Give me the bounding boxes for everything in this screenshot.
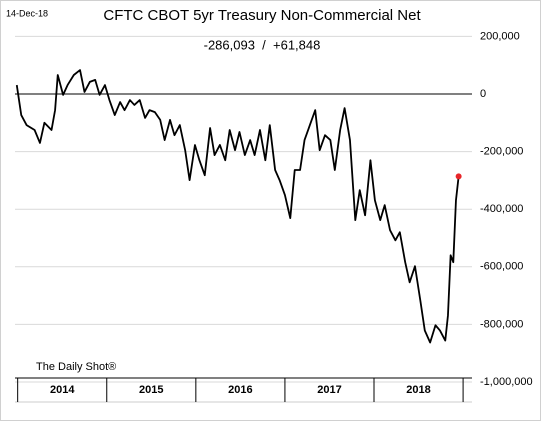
chart-subtitle: -286,093 / +61,848 [204,37,321,52]
series-line [15,69,460,344]
chart-title: CFTC CBOT 5yr Treasury Non-Commercial Ne… [103,7,421,24]
date-label: 14-Dec-18 [6,8,48,18]
last-point [455,173,462,180]
y-tick-label: -400,000 [480,203,523,215]
y-tick-label: -1,000,000 [480,376,533,388]
x-band-label: 2015 [139,384,163,396]
x-band-label: 2014 [50,384,75,396]
x-band-label: 2018 [406,384,430,396]
y-tick-label: 200,000 [480,30,520,42]
y-tick-label: 0 [480,88,486,100]
y-tick-label: -200,000 [480,146,523,158]
source-label: The Daily Shot® [36,361,116,373]
x-band-label: 2017 [317,384,341,396]
y-tick-label: -600,000 [480,261,523,273]
x-band-label: 2016 [228,384,252,396]
y-tick-label: -800,000 [480,318,523,330]
